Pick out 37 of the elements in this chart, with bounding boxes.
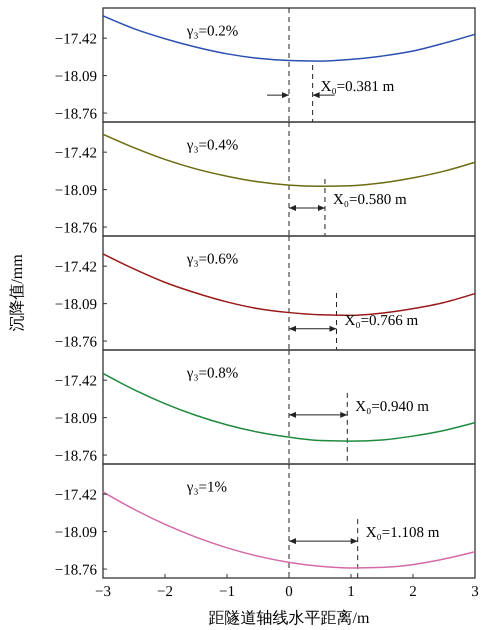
annotation: X₀=0.766 m [344, 312, 419, 329]
annotation: X₀=1.108 m [366, 525, 440, 542]
x-tick-label: −1 [219, 584, 235, 600]
x-tick-label: 0 [285, 584, 293, 600]
y-tick-label: −18.09 [54, 524, 97, 541]
annotation: X₀=0.940 m [355, 398, 430, 415]
y-tick-label: −17.42 [54, 145, 97, 162]
annotation: X₀=0.580 m [332, 192, 407, 208]
x-tick-label: 1 [347, 584, 355, 600]
y-tick-label: −18.76 [54, 220, 98, 236]
annotation: γ₃=1% [186, 479, 228, 496]
y-tick-label: −17.42 [54, 259, 97, 276]
line-series [102, 15, 476, 62]
line-series [102, 253, 476, 316]
y-tick-label: −18.09 [54, 410, 97, 427]
annotation: γ₃=0.2% [186, 23, 238, 40]
y-tick-label: −17.42 [54, 373, 97, 390]
x-tick-label: 3 [471, 584, 479, 600]
x-axis-title: 距隧道轴线水平距离/m [208, 609, 370, 627]
line-series [102, 134, 476, 188]
x-tick-label: 2 [409, 584, 417, 600]
annotation: γ₃=0.4% [186, 137, 238, 154]
y-tick-label: −18.09 [54, 68, 97, 85]
y-tick-label: −18.76 [54, 448, 98, 464]
x-tick-label: −3 [95, 584, 111, 600]
y-tick-label: −17.42 [54, 31, 97, 48]
y-tick-label: −18.76 [54, 334, 98, 350]
y-tick-label: −17.42 [54, 487, 97, 504]
x-tick-label: −2 [157, 584, 173, 600]
y-tick-label: −18.76 [54, 562, 98, 578]
annotation: γ₃=0.6% [186, 251, 238, 268]
y-tick-label: −18.09 [54, 296, 97, 313]
y-tick-label: −18.09 [54, 182, 97, 199]
annotation: X₀=0.381 m [320, 79, 395, 96]
annotation: γ₃=0.8% [186, 365, 238, 382]
y-axis-title: 沉降值/mm [9, 254, 26, 332]
y-tick-label: −18.76 [54, 106, 98, 122]
